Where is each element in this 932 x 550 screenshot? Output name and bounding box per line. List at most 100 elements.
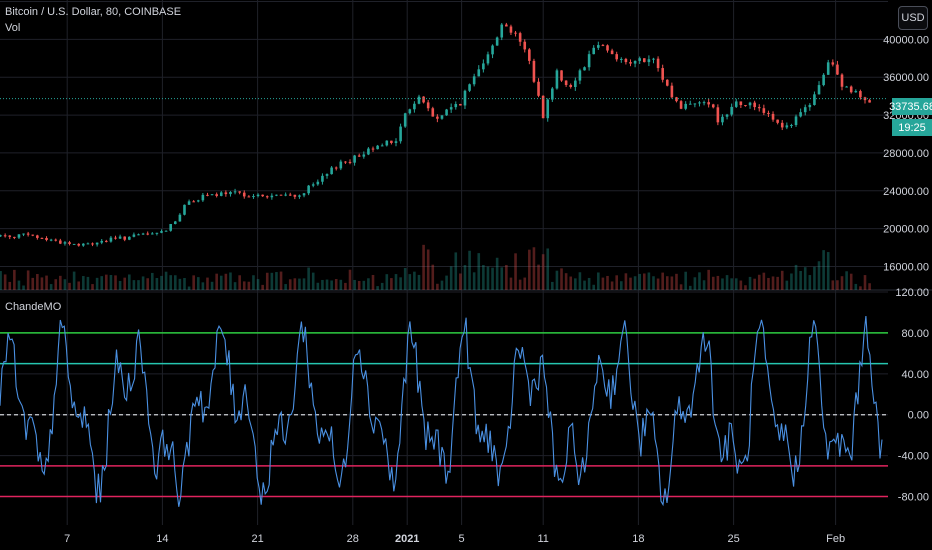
price-candle xyxy=(330,167,333,175)
volume-bar xyxy=(624,273,628,290)
price-candle xyxy=(445,109,448,116)
price-candle xyxy=(500,24,504,38)
volume-bar xyxy=(348,269,352,290)
price-candle xyxy=(532,60,536,82)
price-candle xyxy=(509,26,513,33)
price-candle xyxy=(36,235,39,238)
price-candle xyxy=(371,148,375,150)
volume-bar xyxy=(307,267,310,290)
volume-bar xyxy=(785,280,789,290)
price-candle xyxy=(799,112,802,117)
volume-bar xyxy=(224,273,228,290)
price-candle xyxy=(615,54,619,60)
price-candle xyxy=(105,240,108,242)
price-candle xyxy=(146,233,149,235)
volume-bar xyxy=(233,282,237,290)
price-candle xyxy=(449,107,453,110)
volume-bar xyxy=(560,268,563,290)
price-candle xyxy=(357,155,361,157)
volume-bar xyxy=(652,276,655,290)
price-candle xyxy=(757,107,761,109)
price-candle xyxy=(684,103,687,109)
volume-bar xyxy=(82,276,85,290)
volume-label: Vol xyxy=(5,22,21,34)
volume-bar xyxy=(247,281,251,290)
price-candle xyxy=(505,24,508,27)
price-candle xyxy=(284,194,287,196)
volume-bar xyxy=(3,274,7,290)
price-candle xyxy=(854,91,858,93)
volume-bar xyxy=(183,277,186,290)
price-candle xyxy=(196,200,200,202)
volume-bar xyxy=(91,284,94,290)
price-candle xyxy=(376,145,379,150)
price-candle xyxy=(408,109,412,114)
volume-bar xyxy=(592,284,596,290)
volume-bar xyxy=(863,275,867,290)
price-candle xyxy=(68,242,71,245)
price-candle xyxy=(606,45,609,51)
x-axis-label: 28 xyxy=(347,533,359,545)
price-candle xyxy=(109,237,113,242)
volume-bar xyxy=(647,272,651,290)
volume-bar xyxy=(426,249,430,290)
volume-bar xyxy=(344,282,347,290)
volume-bar xyxy=(187,286,191,290)
price-candle xyxy=(334,167,338,169)
volume-bar xyxy=(330,280,333,290)
volume-bar xyxy=(270,272,274,290)
price-candle xyxy=(390,140,393,144)
volume-bar xyxy=(114,275,117,290)
volume-bar xyxy=(500,267,504,290)
price-candle xyxy=(592,47,596,55)
price-candle xyxy=(192,201,195,203)
price-candle xyxy=(261,194,264,197)
price-candle xyxy=(380,145,384,147)
price-candle xyxy=(813,94,816,105)
price-candle xyxy=(721,116,724,123)
price-candle xyxy=(219,192,223,196)
volume-bar xyxy=(77,281,81,290)
price-candle xyxy=(59,240,62,244)
volume-bar xyxy=(725,275,729,290)
price-candle xyxy=(633,60,637,64)
volume-bar xyxy=(569,276,573,290)
price-candle xyxy=(528,49,531,61)
price-candle xyxy=(762,108,766,113)
price-candle xyxy=(642,58,646,63)
volume-bar xyxy=(845,271,848,290)
volume-bar xyxy=(302,278,306,290)
price-candle xyxy=(780,122,784,128)
volume-bar xyxy=(578,272,582,290)
volume-bar xyxy=(123,277,127,290)
price-candle xyxy=(574,80,577,88)
price-candle xyxy=(413,103,416,110)
price-candle xyxy=(169,223,172,231)
volume-bar xyxy=(629,277,632,290)
volume-bar xyxy=(367,278,370,290)
price-candle xyxy=(670,85,674,98)
volume-bar xyxy=(813,266,816,290)
price-candle xyxy=(422,96,425,103)
price-candle xyxy=(307,185,310,194)
currency-button[interactable]: USD xyxy=(898,6,928,30)
price-candle xyxy=(629,62,632,64)
volume-bar xyxy=(192,275,195,290)
volume-bar xyxy=(26,270,30,290)
price-candle xyxy=(45,238,48,241)
volume-bar xyxy=(679,284,683,290)
volume-bar xyxy=(688,285,692,290)
cmo-axis-label: -80.00 xyxy=(898,492,929,504)
price-candle xyxy=(293,194,297,197)
price-candle xyxy=(647,59,651,63)
volume-bar xyxy=(17,280,21,290)
cmo-axis-label: 120.00 xyxy=(895,287,929,299)
volume-bar xyxy=(597,272,600,290)
price-candle xyxy=(426,102,430,109)
volume-bar xyxy=(537,264,540,290)
x-axis-label: 7 xyxy=(64,533,70,545)
price-candle xyxy=(344,161,347,163)
volume-bar xyxy=(72,271,76,290)
price-candle xyxy=(86,243,90,245)
